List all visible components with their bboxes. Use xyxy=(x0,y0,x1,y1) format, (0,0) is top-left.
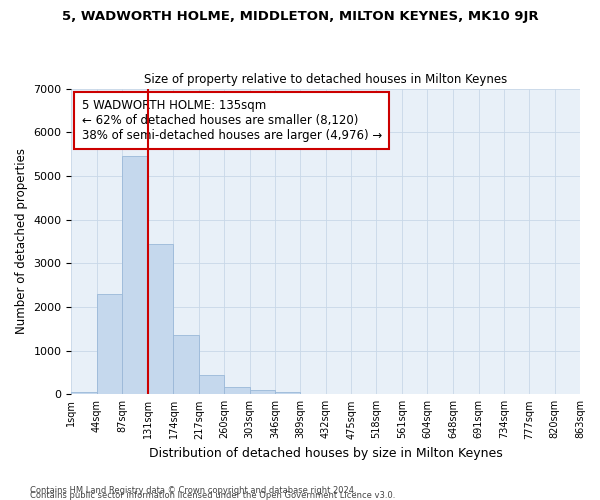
Bar xyxy=(275,392,301,394)
Text: 5 WADWORTH HOLME: 135sqm
← 62% of detached houses are smaller (8,120)
38% of sem: 5 WADWORTH HOLME: 135sqm ← 62% of detach… xyxy=(82,100,382,142)
Title: Size of property relative to detached houses in Milton Keynes: Size of property relative to detached ho… xyxy=(144,73,508,86)
Text: 5, WADWORTH HOLME, MIDDLETON, MILTON KEYNES, MK10 9JR: 5, WADWORTH HOLME, MIDDLETON, MILTON KEY… xyxy=(62,10,538,23)
Bar xyxy=(97,294,122,394)
Bar xyxy=(250,390,275,394)
Bar xyxy=(173,336,199,394)
Bar xyxy=(199,374,224,394)
Bar xyxy=(224,386,250,394)
Text: Contains public sector information licensed under the Open Government Licence v3: Contains public sector information licen… xyxy=(30,491,395,500)
Bar xyxy=(122,156,148,394)
Bar xyxy=(71,392,97,394)
Bar xyxy=(148,244,173,394)
Text: Contains HM Land Registry data © Crown copyright and database right 2024.: Contains HM Land Registry data © Crown c… xyxy=(30,486,356,495)
X-axis label: Distribution of detached houses by size in Milton Keynes: Distribution of detached houses by size … xyxy=(149,447,503,460)
Y-axis label: Number of detached properties: Number of detached properties xyxy=(15,148,28,334)
